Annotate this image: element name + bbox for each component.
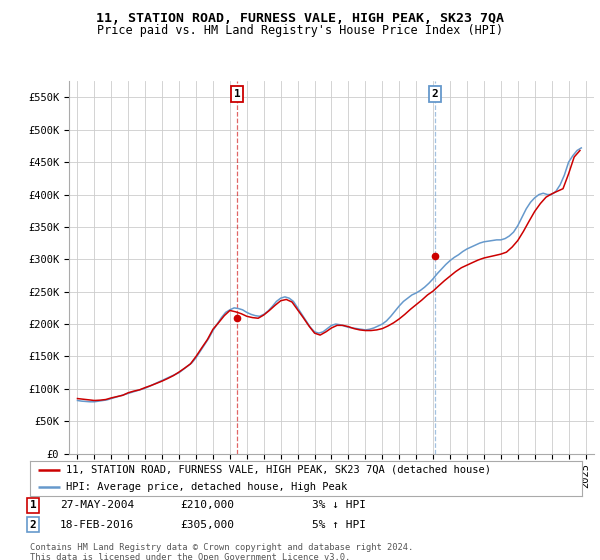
Text: HPI: Average price, detached house, High Peak: HPI: Average price, detached house, High… <box>66 482 347 492</box>
Text: 11, STATION ROAD, FURNESS VALE, HIGH PEAK, SK23 7QA (detached house): 11, STATION ROAD, FURNESS VALE, HIGH PEA… <box>66 465 491 474</box>
Text: This data is licensed under the Open Government Licence v3.0.: This data is licensed under the Open Gov… <box>30 553 350 560</box>
Text: 27-MAY-2004: 27-MAY-2004 <box>60 500 134 510</box>
Text: 1: 1 <box>233 89 241 99</box>
Text: 18-FEB-2016: 18-FEB-2016 <box>60 520 134 530</box>
Text: Price paid vs. HM Land Registry's House Price Index (HPI): Price paid vs. HM Land Registry's House … <box>97 24 503 37</box>
Text: 5% ↑ HPI: 5% ↑ HPI <box>312 520 366 530</box>
Text: £305,000: £305,000 <box>180 520 234 530</box>
Text: 2: 2 <box>29 520 37 530</box>
Text: 2: 2 <box>432 89 439 99</box>
Text: 3% ↓ HPI: 3% ↓ HPI <box>312 500 366 510</box>
Text: 1: 1 <box>29 500 37 510</box>
Text: £210,000: £210,000 <box>180 500 234 510</box>
Text: 11, STATION ROAD, FURNESS VALE, HIGH PEAK, SK23 7QA: 11, STATION ROAD, FURNESS VALE, HIGH PEA… <box>96 12 504 25</box>
Text: Contains HM Land Registry data © Crown copyright and database right 2024.: Contains HM Land Registry data © Crown c… <box>30 543 413 552</box>
